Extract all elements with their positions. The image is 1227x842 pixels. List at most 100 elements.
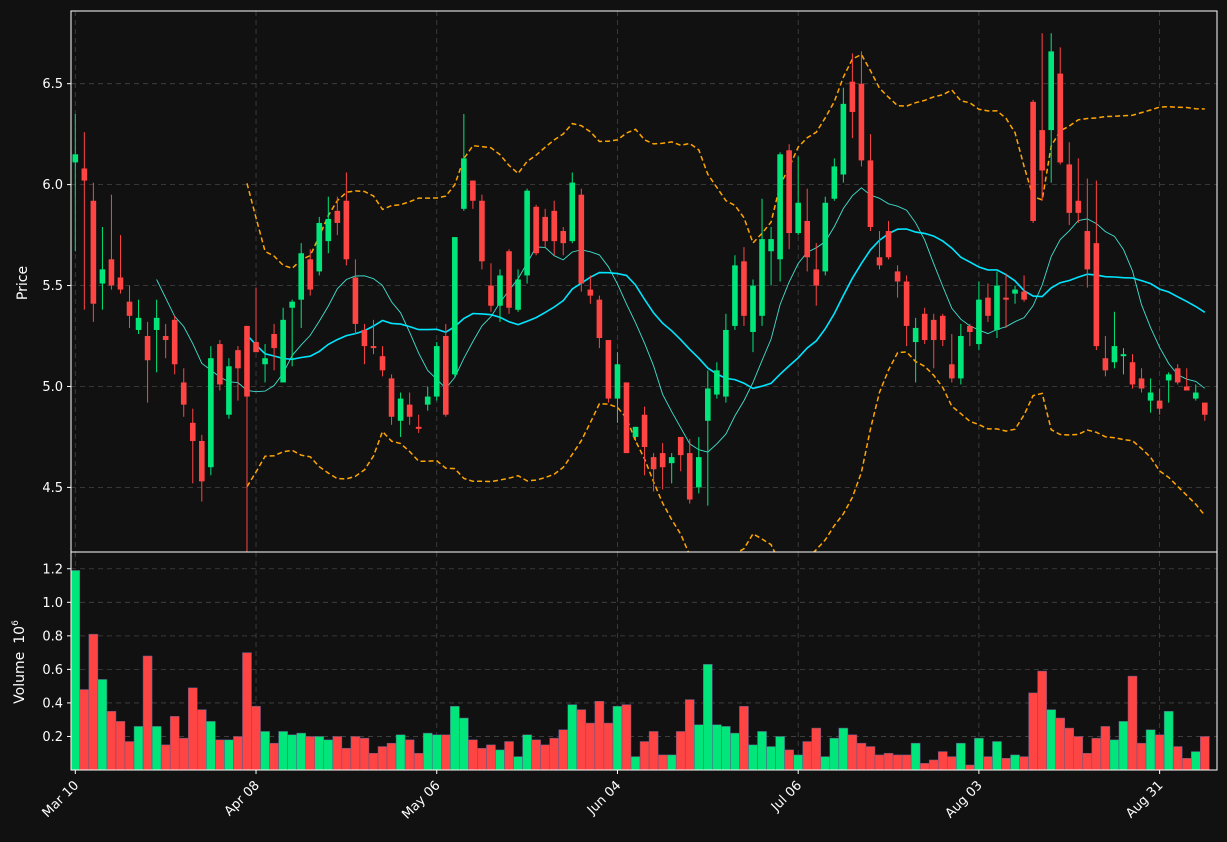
volume-bar bbox=[88, 633, 99, 771]
candle-body bbox=[226, 366, 232, 415]
volume-bar bbox=[703, 664, 713, 771]
candle bbox=[659, 442, 666, 490]
candle bbox=[1129, 354, 1136, 389]
candle-body bbox=[858, 83, 865, 161]
candle bbox=[1156, 388, 1163, 415]
candle-body bbox=[831, 166, 838, 199]
candle-body bbox=[948, 364, 955, 379]
volume-bar bbox=[1091, 737, 1102, 771]
candle bbox=[144, 321, 151, 403]
candle bbox=[298, 243, 304, 328]
volume-bar bbox=[404, 739, 415, 771]
volume-bar bbox=[495, 749, 505, 771]
volume-bar bbox=[160, 744, 171, 771]
candle bbox=[840, 87, 847, 183]
candle bbox=[388, 374, 395, 425]
candle bbox=[162, 323, 169, 359]
candle bbox=[325, 196, 332, 254]
volume-bar bbox=[974, 737, 984, 771]
candle bbox=[379, 346, 386, 377]
candle bbox=[244, 325, 250, 552]
candle-body bbox=[171, 319, 178, 365]
candle bbox=[985, 283, 991, 322]
candle-body bbox=[894, 271, 901, 282]
candle-body bbox=[822, 202, 829, 272]
candle bbox=[515, 269, 521, 312]
candle bbox=[976, 281, 982, 351]
price-tick-label: 5.0 bbox=[42, 380, 63, 395]
volume-bar bbox=[1190, 751, 1201, 771]
volume-bar bbox=[712, 724, 722, 771]
candle-body bbox=[659, 453, 666, 468]
candle-body bbox=[867, 160, 874, 227]
volume-bar bbox=[793, 754, 803, 771]
volume-bar bbox=[431, 734, 442, 771]
candle-body bbox=[208, 358, 214, 468]
candle bbox=[307, 249, 314, 296]
volume-bar bbox=[694, 724, 704, 771]
volume-bar bbox=[540, 744, 550, 771]
volume-bar bbox=[332, 736, 343, 771]
candle-body bbox=[1057, 73, 1064, 163]
volume-bar bbox=[233, 736, 243, 771]
candle-body bbox=[162, 336, 169, 341]
volume-bar bbox=[567, 704, 578, 771]
volume-bar bbox=[314, 736, 325, 771]
volume-bar bbox=[468, 739, 478, 771]
volume-bar bbox=[1037, 670, 1047, 771]
candle-body bbox=[813, 269, 820, 286]
volume-bar bbox=[70, 570, 81, 771]
volume-bar bbox=[612, 706, 623, 771]
volume-bar bbox=[748, 744, 758, 771]
candle bbox=[506, 249, 512, 314]
candle bbox=[81, 132, 88, 310]
candle bbox=[479, 194, 485, 270]
candle bbox=[117, 235, 124, 294]
candle bbox=[424, 386, 431, 411]
candle bbox=[180, 368, 187, 417]
candle-body bbox=[244, 325, 250, 397]
volume-bar bbox=[296, 732, 306, 771]
volume-bar bbox=[1109, 739, 1120, 771]
volume-bar bbox=[368, 752, 379, 771]
moving-average-fast-line bbox=[156, 187, 1206, 453]
candle-body bbox=[479, 200, 485, 262]
candle bbox=[1102, 336, 1109, 377]
volume-bar bbox=[1154, 734, 1165, 771]
candle-body bbox=[623, 382, 630, 454]
candle bbox=[99, 226, 106, 310]
volume-bar bbox=[965, 764, 975, 771]
candle-body bbox=[153, 317, 160, 330]
candle bbox=[1039, 33, 1045, 201]
candle-body bbox=[217, 344, 223, 385]
candle bbox=[208, 346, 214, 476]
volume-y-axis: 0.2 0.4 0.6 0.8 1.0 1.2 bbox=[42, 562, 71, 745]
volume-bar bbox=[630, 756, 641, 771]
candle-body bbox=[632, 426, 639, 437]
candle bbox=[614, 352, 621, 423]
volume-bar bbox=[459, 717, 469, 771]
candle-body bbox=[921, 313, 928, 341]
candle bbox=[108, 194, 115, 290]
volume-bar bbox=[413, 752, 424, 771]
candle-body bbox=[488, 285, 494, 306]
candle-body bbox=[388, 378, 395, 417]
candle bbox=[958, 323, 964, 385]
volume-multiplier-exponent: 6 bbox=[11, 620, 21, 626]
candle bbox=[804, 188, 811, 272]
price-axis-label: Price bbox=[15, 266, 31, 300]
candle bbox=[461, 113, 467, 211]
candle-body bbox=[325, 218, 332, 242]
candle-body bbox=[840, 103, 847, 175]
bollinger-upper-line bbox=[246, 53, 1205, 270]
volume-bar bbox=[169, 716, 180, 771]
candle-body bbox=[144, 336, 151, 361]
candle-body bbox=[334, 210, 341, 223]
volume-bar bbox=[215, 739, 225, 771]
volume-bar bbox=[721, 726, 731, 771]
candle bbox=[551, 200, 558, 256]
candle bbox=[939, 313, 946, 347]
candle-body bbox=[361, 329, 368, 347]
candle-body bbox=[605, 340, 612, 399]
candle-body bbox=[759, 239, 765, 316]
